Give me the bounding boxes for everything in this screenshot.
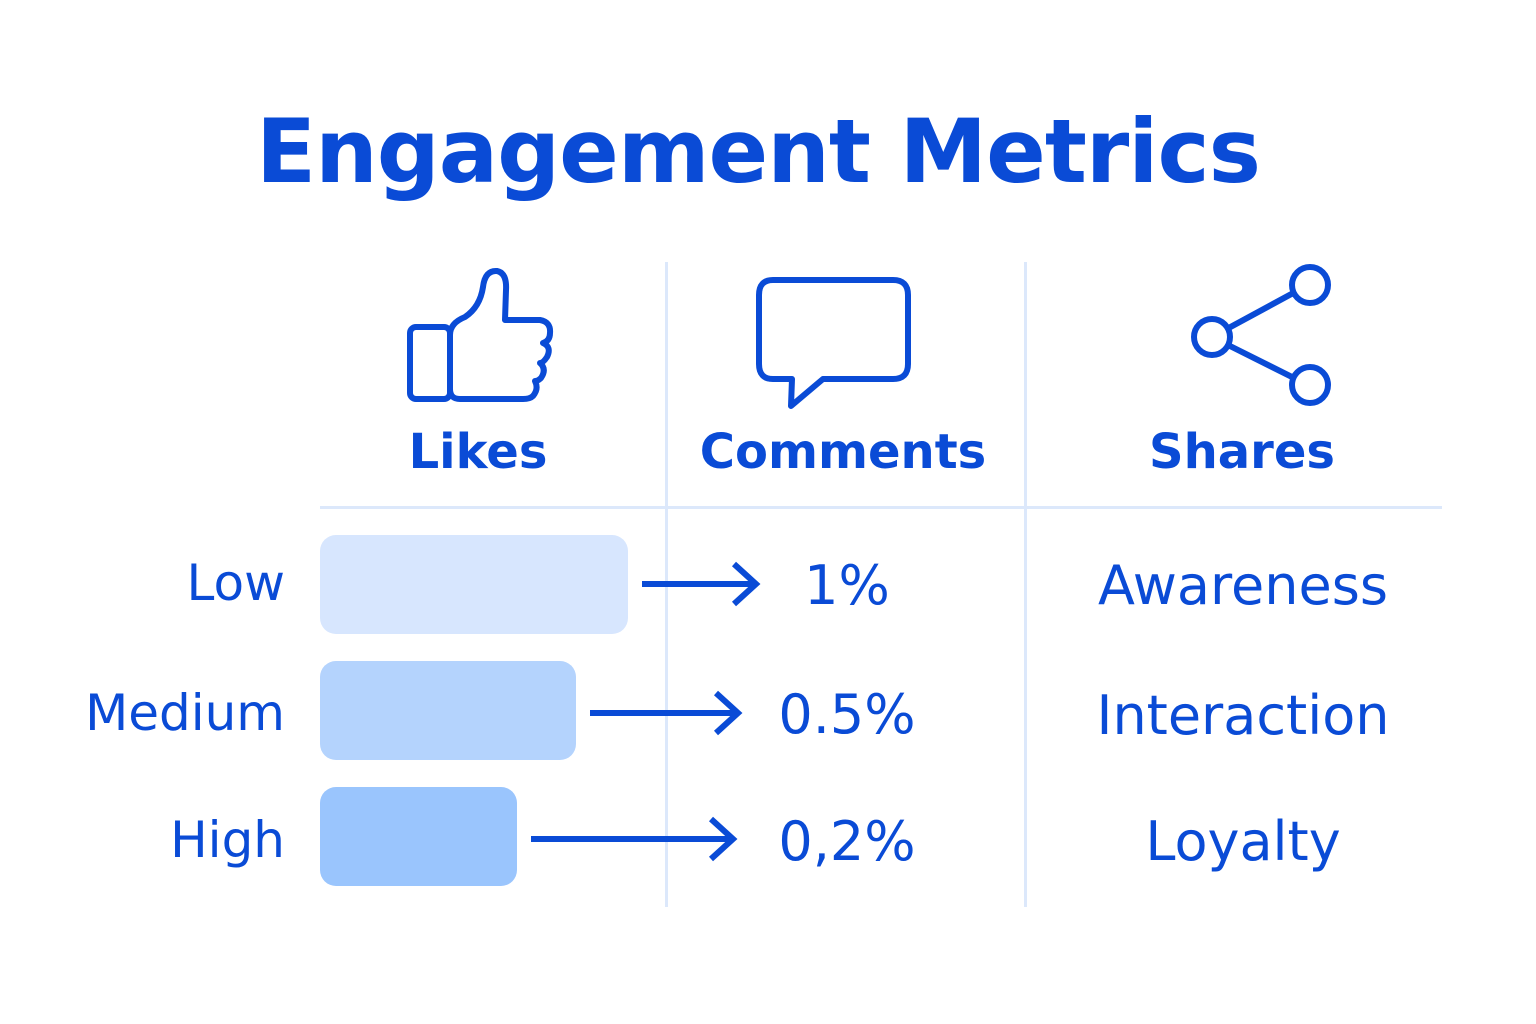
rate-low: 1% <box>804 554 890 617</box>
outcome-medium: Interaction <box>1096 684 1390 747</box>
row-label-medium: Medium <box>85 684 285 742</box>
speech-bubble-icon <box>756 277 911 409</box>
row-label-low: Low <box>186 554 285 612</box>
column-divider <box>1024 262 1027 907</box>
header-divider <box>320 506 1442 509</box>
column-header-likes: Likes <box>408 424 548 480</box>
bar-high <box>320 787 517 886</box>
thumbs-up-icon <box>407 267 554 402</box>
column-header-comments: Comments <box>699 424 987 480</box>
bar-medium <box>320 661 576 760</box>
outcome-high: Loyalty <box>1145 810 1341 873</box>
arrow-low <box>642 561 761 607</box>
bar-low <box>320 535 628 634</box>
row-label-high: High <box>170 811 285 869</box>
arrow-high <box>531 816 738 862</box>
rate-medium: 0.5% <box>778 683 916 746</box>
share-icon <box>1191 264 1331 406</box>
page-title: Engagement Metrics <box>256 100 1261 203</box>
outcome-low: Awareness <box>1098 554 1388 617</box>
column-header-shares: Shares <box>1149 424 1335 480</box>
arrow-medium <box>590 690 743 736</box>
rate-high: 0,2% <box>778 810 916 873</box>
